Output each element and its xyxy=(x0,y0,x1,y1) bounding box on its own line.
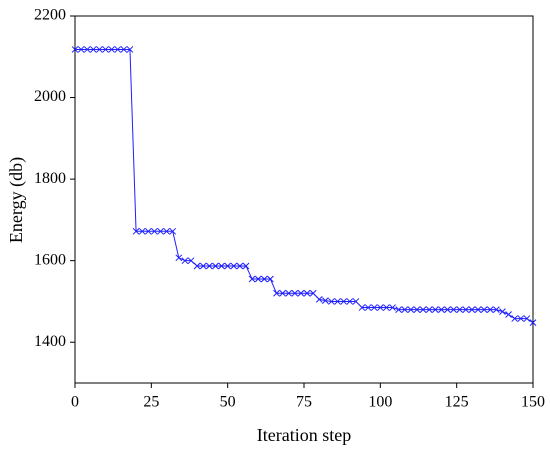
point-marker xyxy=(389,304,396,311)
point-marker xyxy=(493,306,500,313)
point-marker xyxy=(413,306,421,313)
point-marker xyxy=(224,262,232,270)
point-marker xyxy=(138,227,146,235)
point-marker xyxy=(199,262,207,270)
point-marker xyxy=(71,46,79,53)
point-marker xyxy=(260,275,268,283)
point-marker xyxy=(157,227,164,235)
series-line xyxy=(75,48,534,324)
point-marker xyxy=(352,298,360,305)
point-marker xyxy=(425,306,433,313)
y-tick-label: 2000 xyxy=(34,88,66,105)
point-marker xyxy=(407,306,415,313)
point-marker xyxy=(254,275,262,283)
point-marker xyxy=(376,304,384,311)
point-marker xyxy=(358,304,366,311)
point-marker xyxy=(505,311,512,318)
point-marker xyxy=(297,289,305,297)
point-marker xyxy=(108,46,115,53)
point-marker xyxy=(334,298,341,305)
y-tick-label: 1600 xyxy=(34,251,66,268)
point-marker xyxy=(151,227,158,235)
point-marker xyxy=(517,315,525,322)
point-marker xyxy=(77,46,85,53)
point-marker xyxy=(126,46,134,53)
point-marker xyxy=(236,262,244,270)
point-marker xyxy=(523,315,531,322)
x-tick-label: 0 xyxy=(71,394,79,411)
point-marker xyxy=(181,257,189,265)
point-marker xyxy=(187,257,195,265)
point-marker xyxy=(242,262,250,270)
point-marker xyxy=(450,306,457,313)
point-marker xyxy=(346,298,354,305)
point-marker xyxy=(248,275,256,283)
x-tick-label: 100 xyxy=(368,394,392,411)
point-marker xyxy=(328,298,335,305)
point-marker xyxy=(267,275,274,283)
point-marker xyxy=(291,289,299,297)
x-tick-label: 25 xyxy=(143,394,159,411)
point-marker xyxy=(273,289,280,297)
point-marker xyxy=(303,289,311,297)
point-marker xyxy=(279,289,286,297)
point-marker xyxy=(383,304,390,311)
point-marker xyxy=(169,227,177,235)
point-marker xyxy=(120,46,128,53)
point-marker xyxy=(212,262,219,270)
plot-frame xyxy=(74,15,534,384)
x-tick-label: 50 xyxy=(220,394,236,411)
point-marker xyxy=(309,289,317,297)
point-marker xyxy=(230,262,238,270)
point-marker xyxy=(285,289,293,297)
point-marker xyxy=(340,298,348,305)
point-marker xyxy=(419,306,427,313)
point-marker xyxy=(364,304,372,311)
point-marker xyxy=(218,262,225,270)
point-marker xyxy=(114,46,122,53)
y-tick-label: 1800 xyxy=(34,170,66,187)
x-tick-label: 150 xyxy=(521,394,545,411)
point-marker xyxy=(480,306,488,313)
point-marker xyxy=(438,306,445,313)
x-tick-label: 125 xyxy=(445,394,469,411)
point-marker xyxy=(322,297,329,304)
point-marker xyxy=(144,227,152,235)
y-tick-label: 1400 xyxy=(34,333,66,350)
point-marker xyxy=(163,227,170,235)
point-marker xyxy=(462,306,470,313)
point-marker xyxy=(175,254,183,262)
point-marker xyxy=(444,306,451,313)
x-tick-label: 75 xyxy=(296,394,312,411)
point-marker xyxy=(205,262,213,270)
point-marker xyxy=(499,308,506,315)
point-marker xyxy=(132,227,140,235)
y-axis-label: Energy (db) xyxy=(6,157,27,243)
point-marker xyxy=(474,306,482,313)
point-marker xyxy=(395,306,403,313)
point-marker xyxy=(96,46,103,53)
point-marker xyxy=(431,306,439,313)
point-marker xyxy=(83,46,91,53)
x-axis-label: Iteration step xyxy=(257,425,351,445)
point-marker xyxy=(468,306,476,313)
point-marker xyxy=(529,319,537,327)
point-marker xyxy=(315,296,323,303)
point-marker xyxy=(456,306,464,313)
point-marker xyxy=(401,306,409,313)
point-marker xyxy=(193,262,201,270)
y-tick-label: 2200 xyxy=(34,7,66,24)
point-marker xyxy=(89,46,97,53)
point-marker xyxy=(486,306,494,313)
point-marker xyxy=(511,315,519,322)
point-marker xyxy=(370,304,378,311)
point-marker xyxy=(102,46,109,53)
